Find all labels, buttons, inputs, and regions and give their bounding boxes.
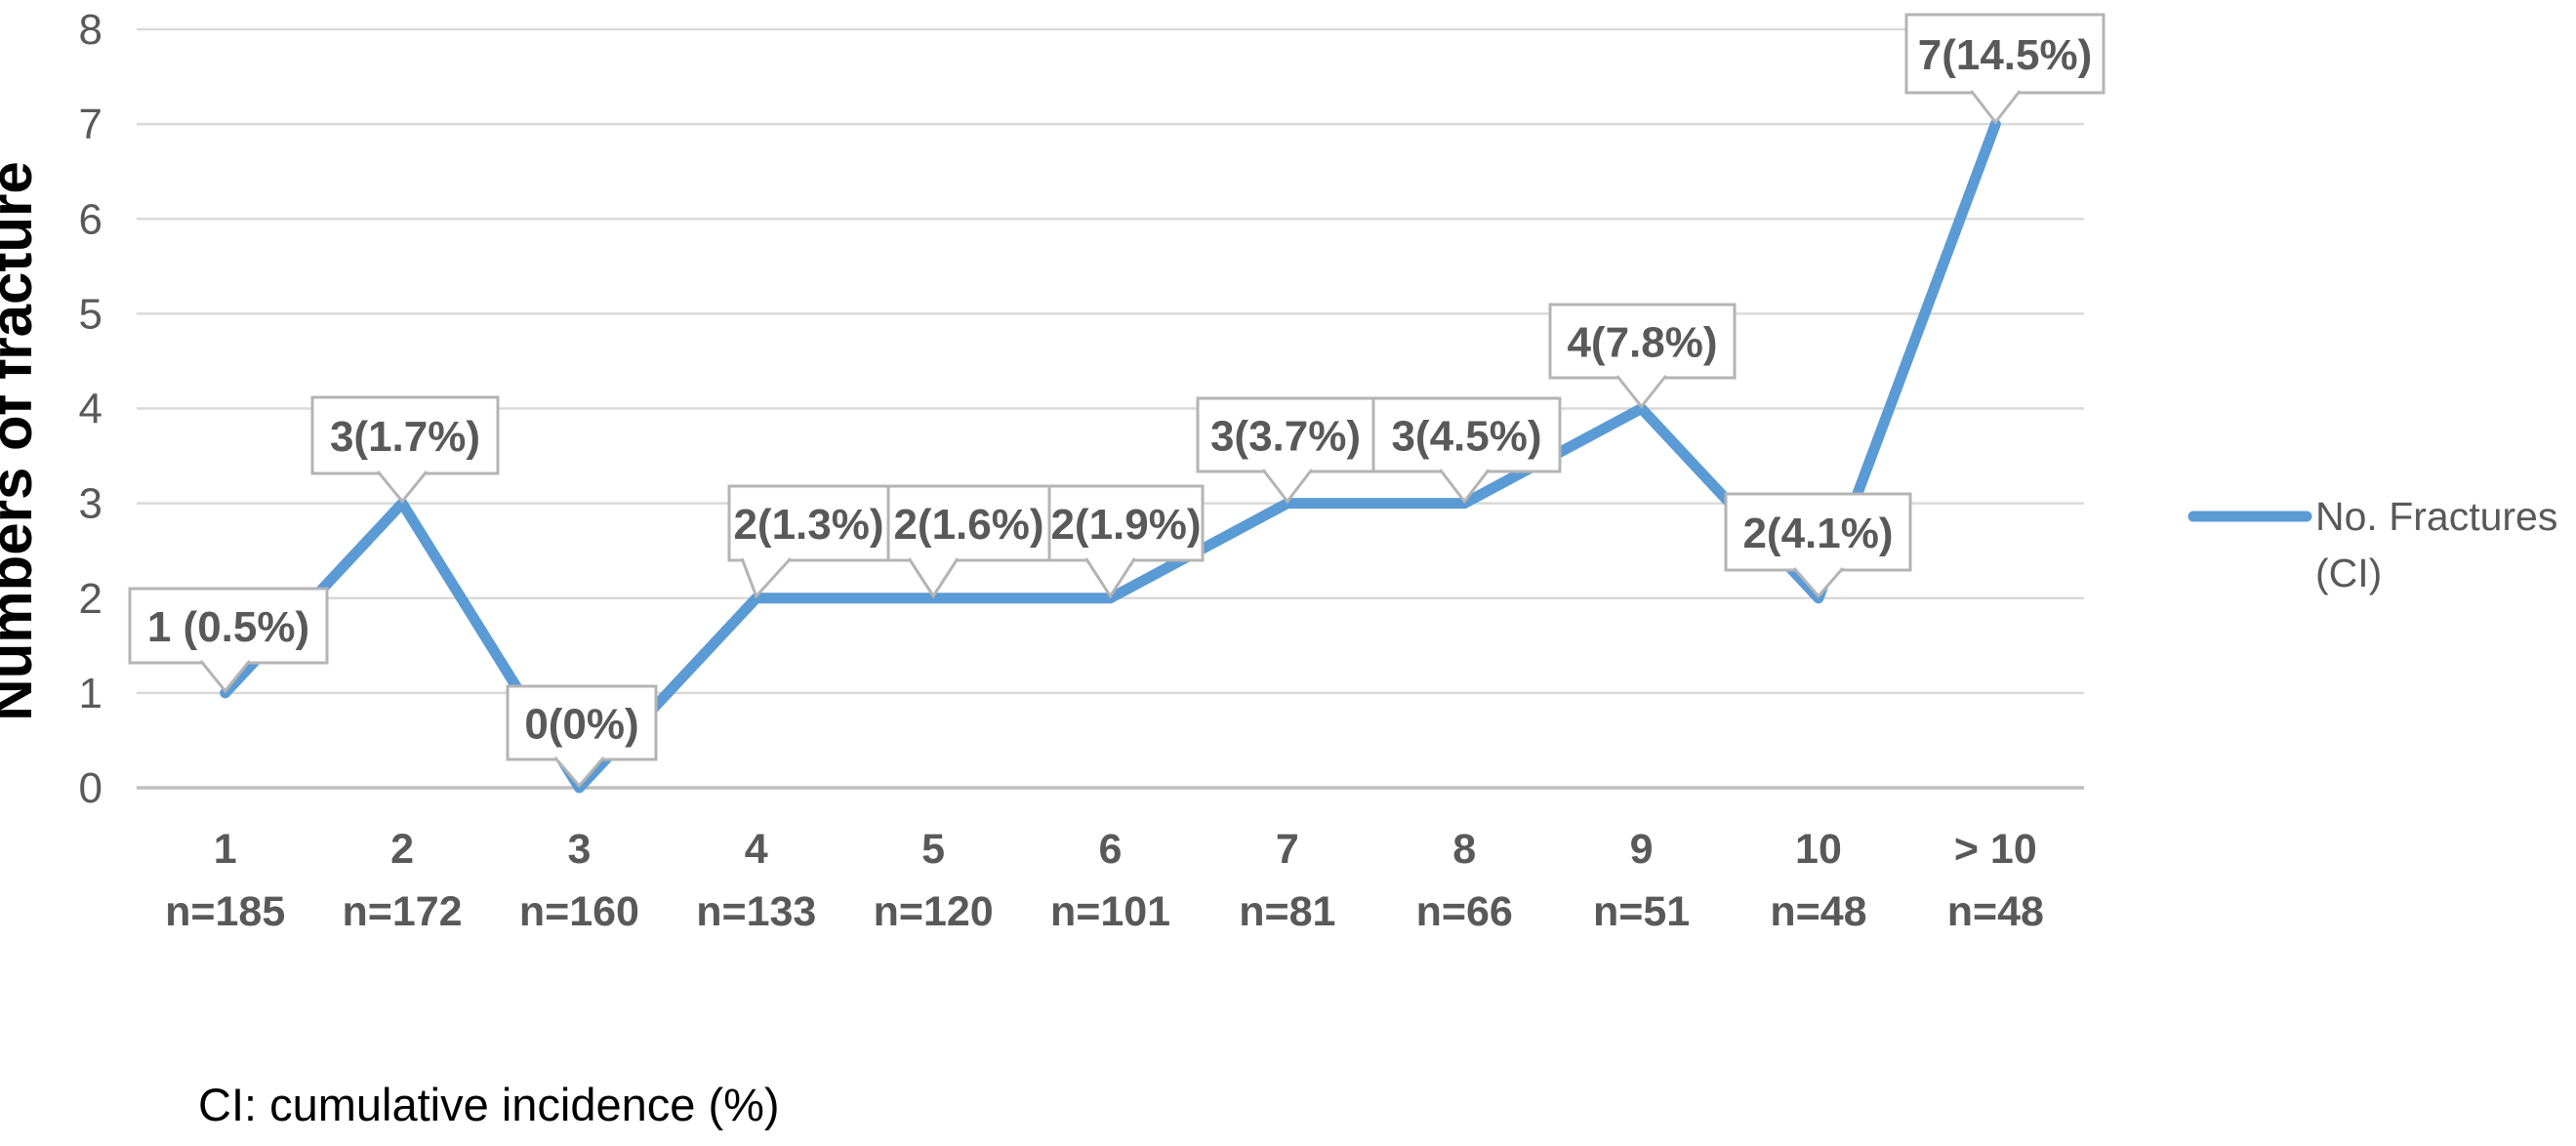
data-label-text: 3(1.7%) [330, 413, 480, 461]
x-tick-sublabel: n=51 [1593, 888, 1690, 935]
data-label-pointer [553, 757, 605, 789]
legend-label-line1: No. Fractures [2315, 494, 2557, 539]
data-label-text: 2(1.9%) [1050, 501, 1201, 549]
data-label-pointer [907, 557, 960, 599]
y-tick-label: 6 [79, 195, 102, 243]
data-label-box [128, 587, 329, 665]
data-label-box [1724, 492, 1912, 572]
data-label-box [310, 395, 500, 475]
data-label-text: 1 (0.5%) [147, 603, 309, 651]
x-tick-sublabel: n=120 [874, 888, 994, 935]
data-label-pointer [1261, 469, 1314, 505]
data-label-callout: 1 (0.5%) [128, 587, 329, 694]
legend-label-line2: (CI) [2315, 551, 2382, 595]
data-label-text: 4(7.8%) [1567, 319, 1717, 367]
data-label-callout: 7(14.5%) [1904, 13, 2106, 125]
data-label-pointer [1084, 557, 1136, 599]
y-tick-label: 5 [79, 290, 102, 338]
y-tick-label: 4 [79, 386, 102, 433]
x-tick-sublabel: n=133 [696, 888, 816, 935]
y-tick-label: 1 [79, 670, 102, 717]
y-tick-label: 0 [79, 764, 102, 812]
data-label-callout: 4(7.8%) [1548, 303, 1737, 409]
x-tick-sublabel: n=66 [1416, 888, 1513, 935]
data-label-pointer [1615, 375, 1667, 409]
data-label-pointer [740, 556, 793, 599]
data-label-pointer [376, 471, 429, 504]
data-label-text: 3(4.5%) [1391, 413, 1541, 461]
x-tick-sublabel: n=81 [1239, 888, 1335, 935]
data-label-box [1904, 13, 2106, 95]
x-tick-sublabel: n=48 [1770, 888, 1866, 935]
y-tick-label: 8 [79, 6, 102, 54]
data-label-callout: 2(1.3%) [727, 484, 890, 599]
x-tick-sublabel: n=160 [519, 888, 639, 935]
data-label-text: 2(4.1%) [1742, 510, 1893, 557]
data-label-callout: 2(4.1%) [1724, 492, 1912, 599]
data-label-pointer [1792, 567, 1845, 599]
data-label-text: 2(1.3%) [733, 501, 883, 549]
data-label-callouts: 1 (0.5%) 3(1.7%) 0(0%) 2(1.3%) 2(1.6%) 2(1.9%… [128, 13, 2106, 789]
x-tick-label: 7 [1276, 826, 1299, 873]
y-tick-label: 3 [79, 480, 102, 528]
data-label-text: 2(1.6%) [893, 501, 1043, 549]
x-tick-label: 4 [745, 826, 768, 873]
y-tick-label: 2 [79, 575, 102, 623]
y-axis-tick-labels: 8 7 6 5 4 3 2 1 0 [79, 6, 102, 812]
x-tick-sublabel: n=48 [1947, 888, 2044, 935]
y-axis-title: Numbers of fracture [0, 161, 44, 720]
x-tick-label: 2 [390, 826, 414, 873]
x-tick-sublabel: n=172 [342, 888, 462, 935]
data-label-callout: 3(3.7%) [1196, 396, 1375, 505]
x-tick-label: 8 [1452, 826, 1476, 873]
data-label-box [1047, 484, 1205, 562]
x-tick-label: > 10 [1954, 826, 2037, 873]
x-tick-label: 10 [1795, 826, 1842, 873]
data-label-box [1548, 303, 1737, 380]
data-label-callout: 2(1.6%) [886, 484, 1051, 599]
data-label-box [1196, 396, 1375, 473]
footnote: CI: cumulative incidence (%) [198, 1079, 780, 1130]
x-tick-label: 9 [1630, 826, 1654, 873]
data-label-text: 7(14.5%) [1918, 31, 2093, 79]
data-label-callout: 3(1.7%) [310, 395, 500, 504]
x-axis-tick-labels: 1 n=185 2 n=172 3 n=160 4 n=133 5 n=120 6 n=101 7 n=8… [165, 826, 2044, 935]
x-tick-label: 6 [1099, 826, 1123, 873]
y-tick-label: 7 [79, 101, 102, 148]
data-label-callout: 3(4.5%) [1371, 396, 1562, 505]
data-label-text: 0(0%) [524, 701, 638, 749]
x-tick-sublabel: n=185 [165, 888, 285, 935]
data-label-pointer [1439, 469, 1491, 505]
data-label-pointer [1970, 90, 2022, 125]
x-tick-label: 5 [921, 826, 945, 873]
data-label-callout: 2(1.9%) [1047, 484, 1205, 599]
data-label-pointer [199, 660, 251, 694]
x-tick-label: 3 [567, 826, 591, 873]
data-label-callout: 0(0%) [506, 684, 658, 789]
x-tick-label: 1 [214, 826, 237, 873]
x-tick-sublabel: n=101 [1050, 888, 1170, 935]
data-label-text: 3(3.7%) [1210, 413, 1361, 461]
